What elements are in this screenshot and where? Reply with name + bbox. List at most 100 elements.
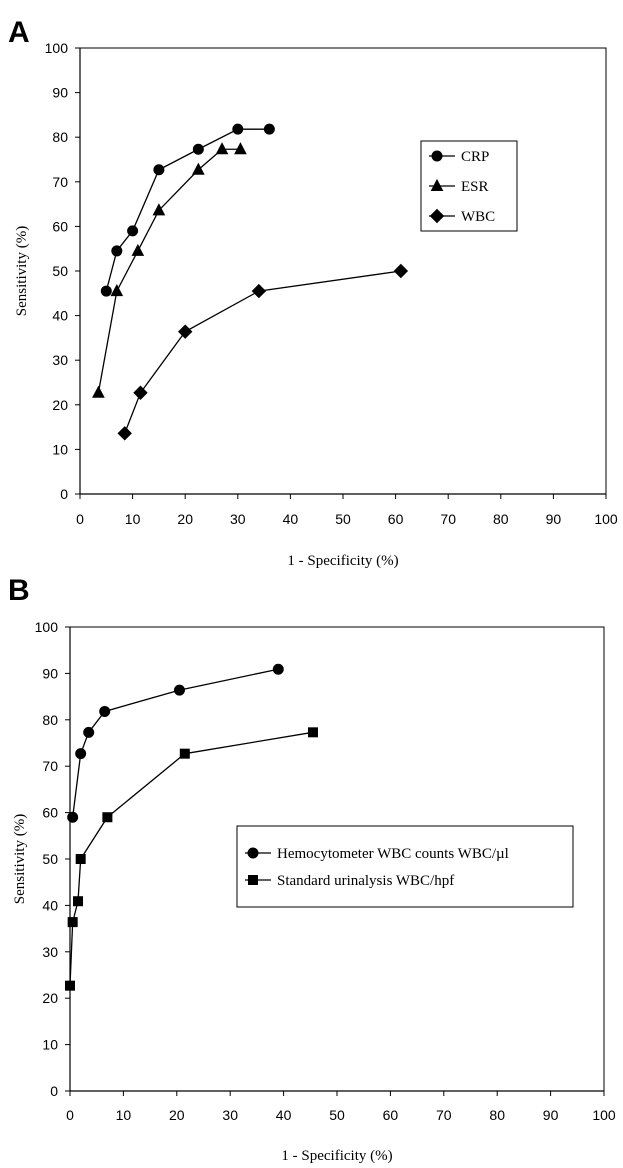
data-point	[272, 663, 284, 675]
data-point	[110, 283, 124, 297]
y-tick-label: 80	[52, 129, 68, 145]
series-0	[100, 123, 275, 297]
x-tick-label: 0	[66, 1107, 74, 1123]
x-tick-label: 90	[543, 1107, 559, 1123]
y-tick-label: 100	[35, 619, 59, 635]
x-axis-title: 1 - Specificity (%)	[281, 1148, 392, 1164]
data-point	[131, 243, 145, 256]
x-axis-title: 1 - Specificity (%)	[287, 553, 398, 569]
legend: CRP ESR WBC	[420, 140, 518, 232]
data-point	[192, 143, 204, 155]
data-point	[100, 285, 112, 297]
y-tick-label: 0	[60, 486, 68, 502]
x-tick-label: 10	[116, 1107, 132, 1123]
legend-label: Hemocytometer WBC counts WBC/µl	[277, 846, 509, 862]
y-tick-label: 40	[42, 897, 58, 913]
y-tick-label: 0	[50, 1083, 58, 1099]
data-point	[117, 426, 132, 441]
legend-marker	[430, 178, 444, 191]
x-tick-label: 20	[169, 1107, 185, 1123]
legend-entry: CRP	[429, 149, 489, 165]
legend-entry: ESR	[429, 178, 489, 195]
y-tick-label: 30	[52, 352, 68, 368]
x-tick-label: 90	[546, 511, 562, 527]
y-tick-label: 50	[52, 263, 68, 279]
x-tick-label: 50	[335, 511, 351, 527]
y-tick-label: 20	[42, 990, 58, 1006]
legend-label: ESR	[461, 179, 489, 195]
data-point	[102, 812, 113, 823]
x-tick-label: 80	[493, 511, 509, 527]
legend-label: CRP	[461, 149, 489, 165]
data-point	[263, 123, 275, 135]
y-tick-label: 30	[42, 944, 58, 960]
x-tick-label: 20	[177, 511, 193, 527]
x-tick-label: 60	[388, 511, 404, 527]
x-tick-label: 30	[222, 1107, 238, 1123]
y-tick-label: 90	[42, 665, 58, 681]
x-tick-label: 40	[276, 1107, 292, 1123]
y-tick-label: 80	[42, 712, 58, 728]
data-point	[173, 684, 185, 696]
data-point	[152, 203, 166, 216]
series-line	[97, 148, 241, 393]
x-tick-label: 70	[436, 1107, 452, 1123]
data-point	[179, 748, 190, 759]
legend-label: WBC	[461, 209, 495, 225]
y-tick-label: 90	[52, 85, 68, 101]
x-tick-label: 70	[440, 511, 456, 527]
series-1	[92, 142, 247, 398]
y-tick-label: 40	[52, 308, 68, 324]
data-point	[177, 324, 193, 339]
data-point	[65, 980, 75, 991]
y-tick-label: 60	[42, 805, 58, 821]
x-tick-label: 60	[383, 1107, 399, 1123]
x-tick-label: 0	[76, 511, 84, 527]
legend-entry: Standard urinalysis WBC/hpf	[245, 873, 454, 889]
panel-label: B	[8, 574, 30, 607]
legend-marker	[248, 875, 258, 885]
y-tick-label: 50	[42, 851, 58, 867]
x-tick-label: 10	[125, 511, 141, 527]
data-point	[127, 225, 139, 237]
plot-area-frame	[79, 47, 607, 495]
chart-panel-a: A 0 10 20 30 40 50 60 70 80 90 100 0 10 20 30 40 50 60 70 80…	[8, 16, 618, 569]
y-tick-label: 20	[52, 397, 68, 413]
x-tick-label: 50	[329, 1107, 345, 1123]
data-point	[75, 748, 87, 760]
data-point	[232, 123, 244, 135]
data-point	[92, 385, 105, 398]
legend-label: Standard urinalysis WBC/hpf	[277, 873, 454, 889]
y-tick-label: 100	[45, 40, 69, 56]
x-tick-label: 80	[489, 1107, 505, 1123]
panel-label: A	[8, 16, 30, 49]
legend: Hemocytometer WBC counts WBC/µl Standard …	[236, 825, 574, 908]
data-point	[111, 245, 123, 257]
legend-marker	[429, 208, 445, 224]
data-point	[153, 164, 165, 176]
y-tick-label: 60	[52, 218, 68, 234]
data-point	[307, 727, 318, 738]
series-0	[67, 663, 284, 823]
data-point	[251, 283, 267, 299]
data-point	[67, 811, 79, 823]
series-1	[65, 727, 318, 991]
x-tick-label: 40	[283, 511, 299, 527]
data-point	[234, 142, 247, 155]
data-point	[75, 854, 86, 864]
legend-box	[236, 825, 574, 908]
series-line	[124, 270, 401, 434]
y-tick-label: 10	[42, 1037, 58, 1053]
x-tick-label: 100	[592, 1107, 616, 1123]
data-point	[99, 705, 111, 717]
data-point	[215, 142, 229, 155]
y-axis-title: Sensitivity (%)	[14, 226, 30, 316]
y-axis-title: Sensitivity (%)	[12, 814, 28, 904]
data-point	[192, 162, 205, 175]
legend-entry: WBC	[429, 208, 495, 225]
data-point	[133, 385, 148, 400]
chart-panel-b: B 0 10 20 30 40 50 60 70 80 90 100 0 10 20 30 40 50 60 70 80…	[8, 574, 616, 1164]
legend-marker	[247, 847, 259, 859]
data-point	[393, 263, 409, 279]
